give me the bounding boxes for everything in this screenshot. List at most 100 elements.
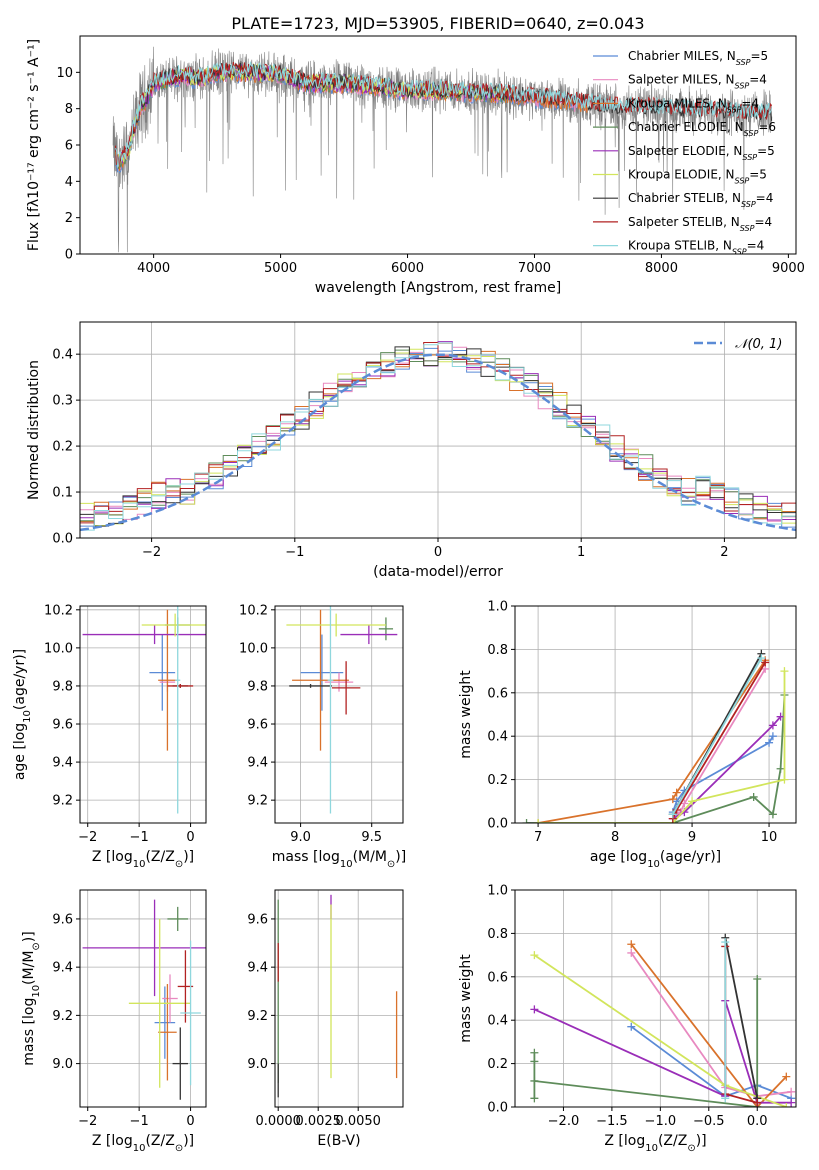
weight-marker [530, 1048, 539, 1057]
axes-frame [514, 605, 797, 824]
x-tick-label: −1 [130, 1114, 149, 1129]
y-axis-label: Flux [fλ10⁻¹⁷ erg cm⁻² s⁻¹ A⁻¹] [26, 39, 42, 251]
weight-line [630, 943, 787, 1107]
x-tick-label: −2 [78, 1114, 97, 1129]
x-tick-label: 0 [186, 830, 194, 845]
y-tick-label: 10.0 [44, 641, 73, 656]
panels: 4000 5000 6000 7000 8000 90000246810wavelengt… [12, 35, 805, 1154]
x-tick-label: −1 [130, 830, 149, 845]
plot-area [82, 606, 206, 814]
y-tick-label: 0.0 [487, 1101, 508, 1116]
weight-marker [782, 1072, 791, 1081]
errorbar-point [340, 625, 398, 645]
y-tick-label: 10 [56, 66, 73, 81]
legend-entry: Salpeter STELIB, NSSP=4 [628, 215, 772, 233]
y-tick-label: 9.4 [247, 961, 268, 976]
y-tick-label: 10.0 [239, 641, 268, 656]
errorbar-point [141, 613, 206, 637]
y-tick-label: 0.4 [487, 1014, 508, 1029]
x-tick-label: 0.0050 [335, 1114, 381, 1129]
x-tick-label: 6000 [391, 261, 424, 276]
x-tick-label: −2 [142, 545, 161, 560]
weight-marker [721, 1094, 730, 1103]
residual-histogram-6 [80, 346, 796, 527]
y-tick-label: 6 [65, 139, 73, 154]
weight-marker [753, 1098, 762, 1107]
x-tick-label: 8000 [645, 261, 678, 276]
model-spectrum-line [115, 60, 773, 169]
y-tick-label: 9.0 [247, 1057, 268, 1072]
y-tick-label: 9.4 [52, 961, 73, 976]
y-tick-label: 9.6 [247, 718, 268, 733]
legend-entry: Chabrier ELODIE, NSSP=6 [628, 120, 776, 138]
errorbar-point [158, 609, 177, 751]
weight-marker [672, 788, 681, 797]
panel-weight-vs-age: 7 8 9 10 0.0 0.2 0.4 0.6 0.8 1.0 age [log10(age/yr… [458, 600, 797, 870]
x-tick-label: 5000 [264, 261, 297, 276]
weight-marker [534, 819, 543, 823]
weight-line [534, 1000, 792, 1104]
figure-title: PLATE=1723, MJD=53905, FIBERID=0640, z=0… [231, 14, 644, 33]
y-tick-label: 0.8 [487, 927, 508, 942]
y-tick-label: 0.6 [487, 686, 508, 701]
x-tick-label: 8 [611, 830, 619, 845]
residual-histogram-8 [80, 342, 796, 531]
x-axis-label: age [log10(age/yr)] [590, 849, 721, 870]
legend-entry: Kroupa MILES, NSSP=4 [628, 96, 759, 114]
y-tick-label: 10.2 [44, 603, 73, 618]
y-tick-label: 1.0 [487, 600, 508, 615]
weight-marker [627, 1022, 636, 1031]
weight-marker [522, 819, 531, 823]
y-axis-label: mass weight [458, 670, 474, 759]
weight-marker [627, 948, 636, 957]
x-tick-label: 0.0025 [295, 1114, 341, 1129]
y-tick-label: 9.6 [52, 912, 73, 927]
x-tick-label: −1.5 [596, 1114, 628, 1129]
x-tick-label: 9.0 [290, 830, 311, 845]
weight-marker [776, 712, 785, 721]
y-axis-label: mass [log10(M/M⊙)] [21, 931, 42, 1065]
x-tick-label: 0.0 [747, 1114, 768, 1129]
y-tick-label: 9.2 [247, 794, 268, 809]
y-tick-label: 0.8 [487, 643, 508, 658]
x-tick-label: −2 [78, 830, 97, 845]
panel-weight-vs-Z: −2.0 −1.5 −1.0 −0.5 0.0 0.0 0.2 0.4 0.6 0.8 1.0 Z [… [458, 884, 797, 1154]
y-tick-label: 9.6 [247, 912, 268, 927]
errorbar-point [327, 606, 334, 814]
legend-entry: 𝒩(0, 1) [735, 337, 782, 352]
weight-marker [765, 738, 774, 747]
errorbar-point [289, 684, 332, 688]
plot-area [82, 899, 206, 1100]
errorbar-point [128, 918, 191, 1088]
panel-age-vs-Z: −2 −1 0 9.2 9.4 9.6 9.8 10.0 10.2 Z [log10(Z/Z⊙)]… [12, 603, 207, 870]
weight-marker [530, 1057, 539, 1066]
weight-marker [530, 1094, 539, 1103]
weight-marker [776, 764, 785, 773]
gridlines [80, 606, 206, 823]
y-tick-label: 10.2 [239, 603, 268, 618]
y-tick-label: 9.4 [247, 756, 268, 771]
weight-marker [680, 799, 689, 808]
y-tick-label: 9.2 [247, 1009, 268, 1024]
errorbar-point [286, 613, 386, 637]
x-tick-label: 7 [534, 830, 542, 845]
panel-mass-vs-Z: −2 −1 0 9.0 9.2 9.4 9.6 Z [log10(Z/Z⊙)] mass [lo… [21, 889, 207, 1154]
axes-frame [79, 889, 207, 1108]
errorbar-point [300, 634, 344, 711]
weight-marker [782, 1103, 791, 1107]
y-tick-label: 8 [65, 102, 73, 117]
legend-entry: Kroupa STELIB, NSSP=4 [628, 239, 764, 257]
axes-frame [274, 605, 404, 824]
y-tick-label: 9.8 [247, 679, 268, 694]
weight-line [724, 946, 758, 1104]
y-axis-label: Normed distribution [26, 360, 42, 500]
x-axis-label: wavelength [Angstrom, rest frame] [315, 280, 561, 296]
weight-marker [780, 667, 789, 676]
x-axis-label: Z [log10(Z/Z⊙)] [92, 849, 194, 870]
errorbar-point [292, 609, 349, 751]
weight-marker [757, 654, 766, 663]
weight-marker [530, 1005, 539, 1014]
x-tick-label: 9.5 [361, 830, 382, 845]
errorbar-point [331, 661, 361, 715]
gridlines [275, 890, 403, 1107]
